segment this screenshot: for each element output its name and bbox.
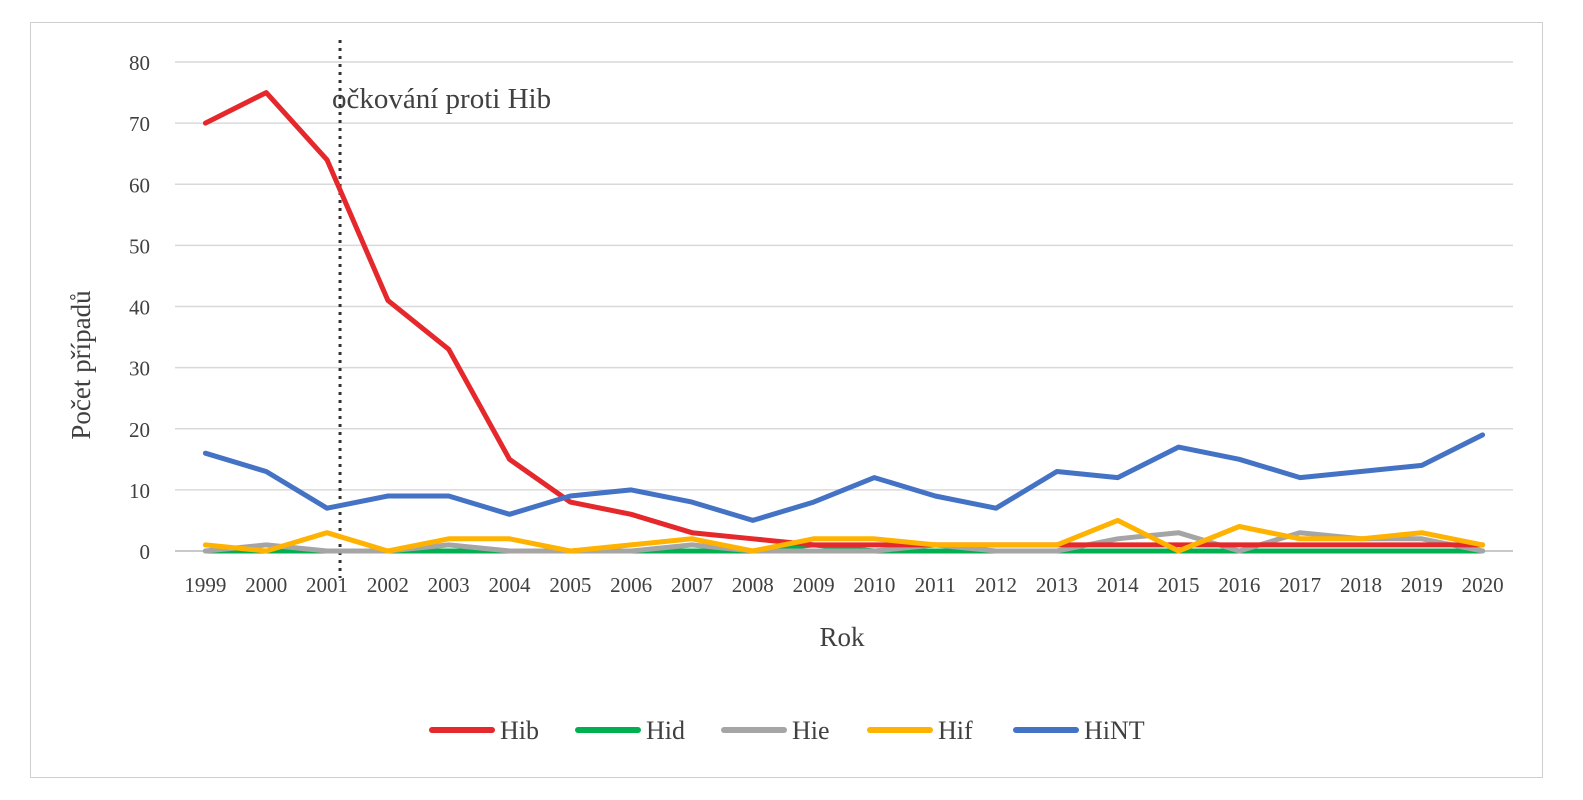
- x-tick-label: 2020: [1462, 573, 1504, 597]
- legend: Hib Hid Hie Hif HiNT: [429, 716, 1145, 745]
- x-tick-label: 2015: [1158, 573, 1200, 597]
- legend-label-hib: Hib: [500, 716, 539, 745]
- legend-label-hif: Hif: [938, 716, 973, 745]
- x-tick-label: 2014: [1097, 573, 1140, 597]
- x-tick-label: 2012: [975, 573, 1017, 597]
- x-tick-label: 2016: [1218, 573, 1260, 597]
- x-tick-label: 2008: [732, 573, 774, 597]
- legend-label-hie: Hie: [792, 716, 830, 745]
- series-line-hid: [202, 542, 1486, 554]
- x-tick-label: 2010: [853, 573, 895, 597]
- y-tick-label: 60: [129, 173, 150, 197]
- vaccination-annotation: očkování proti Hib: [332, 83, 551, 115]
- x-tick-label: 2001: [306, 573, 348, 597]
- x-tick-label: 2003: [428, 573, 470, 597]
- legend-label-hid: Hid: [646, 716, 685, 745]
- x-tick-label: 2018: [1340, 573, 1382, 597]
- y-tick-label: 20: [129, 418, 150, 442]
- series-line-hie: [202, 530, 1486, 554]
- x-tick-label: 2019: [1401, 573, 1443, 597]
- y-tick-label: 40: [129, 296, 150, 320]
- x-tick-label: 2007: [671, 573, 713, 597]
- x-tick-label: 2017: [1279, 573, 1321, 597]
- x-tick-label: 2002: [367, 573, 409, 597]
- y-tick-label: 30: [129, 357, 150, 381]
- y-tick-label: 70: [129, 112, 150, 136]
- y-tick-label: 0: [140, 540, 151, 564]
- legend-label-hint: HiNT: [1084, 716, 1145, 745]
- y-tick-label: 80: [129, 51, 150, 75]
- y-axis-title: Počet případů: [66, 290, 96, 440]
- series-line-hint: [202, 432, 1486, 523]
- y-tick-label: 10: [129, 479, 150, 503]
- x-tick-label: 2004: [489, 573, 532, 597]
- x-tick-label: 1999: [184, 573, 226, 597]
- x-tick-label: 2011: [915, 573, 956, 597]
- x-tick-label: 2000: [245, 573, 287, 597]
- x-tick-label: 2005: [549, 573, 591, 597]
- x-axis-title: Rok: [819, 622, 865, 652]
- chart-frame: [30, 22, 1543, 778]
- y-tick-label: 50: [129, 234, 150, 258]
- series-line-hif: [202, 517, 1486, 554]
- x-tick-label: 2006: [610, 573, 652, 597]
- series-line-hib: [202, 90, 1486, 548]
- x-tick-label: 2013: [1036, 573, 1078, 597]
- x-tick-label: 2009: [793, 573, 835, 597]
